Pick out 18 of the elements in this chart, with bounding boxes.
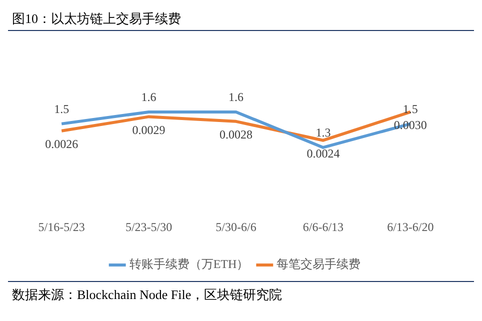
legend-label: 每笔交易手续费 — [276, 257, 361, 272]
chart-title: 图10：以太坊链上交易手续费 — [8, 8, 474, 31]
x-tick-label: 6/6-6/13 — [302, 220, 344, 234]
source-note: 数据来源：Blockchain Node File，区块链研究院 — [8, 281, 474, 308]
data-label: 1.5 — [402, 102, 418, 116]
data-label: 0.0026 — [45, 137, 78, 152]
x-tick-label: 5/23-5/30 — [125, 220, 172, 234]
data-label: 1.3 — [316, 126, 331, 140]
data-label: 0.0029 — [132, 122, 166, 137]
data-label: 1.6 — [141, 90, 156, 104]
data-label: 0.0024 — [306, 146, 340, 161]
x-tick-label: 6/13-6/20 — [387, 220, 434, 234]
data-label: 0.0028 — [220, 128, 252, 142]
x-tick-label: 5/16-5/23 — [38, 220, 85, 234]
legend-label: 转账手续费（万ETH） — [129, 257, 249, 272]
data-label: 1.5 — [54, 102, 70, 116]
data-label: 1.6 — [228, 90, 244, 104]
x-tick-label: 5/30-6/6 — [216, 220, 256, 234]
